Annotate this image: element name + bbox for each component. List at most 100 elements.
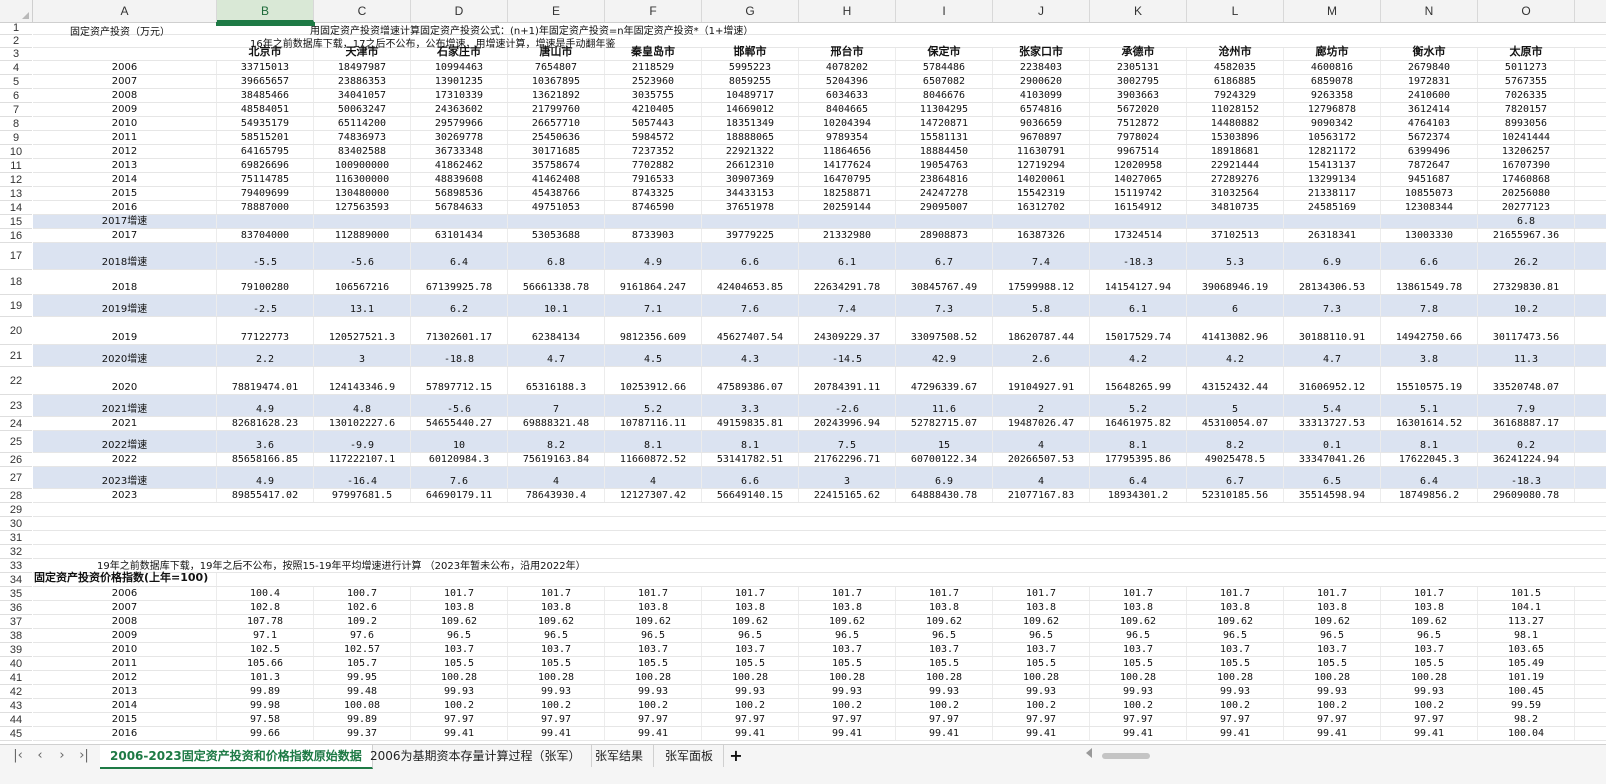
cell-i8[interactable]: 14720871 <box>896 117 993 130</box>
column-header-d[interactable]: D <box>411 0 508 22</box>
column-header-o[interactable]: O <box>1478 0 1575 22</box>
cell-l14[interactable]: 34810735 <box>1187 201 1284 214</box>
cell-m19[interactable]: 7.3 <box>1284 295 1381 316</box>
cell-k44[interactable]: 97.97 <box>1090 713 1187 726</box>
row-header-40[interactable]: 40 <box>0 657 32 671</box>
cell-m37[interactable]: 109.62 <box>1284 615 1381 628</box>
cell-h16[interactable]: 21332980 <box>799 229 896 242</box>
cell-g39[interactable]: 103.7 <box>702 643 799 656</box>
cell-k6[interactable]: 3903663 <box>1090 89 1187 102</box>
cell-o40[interactable]: 105.49 <box>1478 657 1575 670</box>
column-header-e[interactable]: E <box>508 0 605 22</box>
cell-n27[interactable]: 6.4 <box>1381 467 1478 488</box>
cell-k42[interactable]: 99.93 <box>1090 685 1187 698</box>
cell-g38[interactable]: 96.5 <box>702 629 799 642</box>
cell-k22[interactable]: 15648265.99 <box>1090 367 1187 394</box>
cell-e15[interactable] <box>508 215 605 228</box>
cell-o4[interactable]: 5011273 <box>1478 61 1575 74</box>
row-header-25[interactable]: 25 <box>0 431 32 453</box>
add-sheet-icon[interactable]: + <box>729 746 743 765</box>
cell-d17[interactable]: 6.4 <box>411 243 508 269</box>
cell-o15[interactable]: 6.8 <box>1478 215 1575 228</box>
cell-i5[interactable]: 6507082 <box>896 75 993 88</box>
cell-m35[interactable]: 101.7 <box>1284 587 1381 600</box>
cell-d3[interactable]: 石家庄市 <box>411 45 508 60</box>
cell-d6[interactable]: 17310339 <box>411 89 508 102</box>
cell-m25[interactable]: 0.1 <box>1284 431 1381 452</box>
cell-e5[interactable]: 10367895 <box>508 75 605 88</box>
cell-n3[interactable]: 衡水市 <box>1381 45 1478 60</box>
cell-f8[interactable]: 5057443 <box>605 117 702 130</box>
cell-a4[interactable]: 2006 <box>33 61 217 74</box>
cell-o5[interactable]: 5767355 <box>1478 75 1575 88</box>
row-header-28[interactable]: 28 <box>0 489 32 503</box>
cell-i12[interactable]: 23864816 <box>896 173 993 186</box>
cell-f10[interactable]: 7237352 <box>605 145 702 158</box>
cell-l26[interactable]: 49025478.5 <box>1187 453 1284 466</box>
cell-e35[interactable]: 101.7 <box>508 587 605 600</box>
cell-c36[interactable]: 102.6 <box>314 601 411 614</box>
cell-e44[interactable]: 97.97 <box>508 713 605 726</box>
column-header-i[interactable]: I <box>896 0 993 22</box>
cell-b11[interactable]: 69826696 <box>217 159 314 172</box>
cell-k26[interactable]: 17795395.86 <box>1090 453 1187 466</box>
cell-h3[interactable]: 邢台市 <box>799 45 896 60</box>
cell-l45[interactable]: 99.41 <box>1187 727 1284 740</box>
cell-i3[interactable]: 保定市 <box>896 45 993 60</box>
cell-i21[interactable]: 42.9 <box>896 345 993 366</box>
row-header-6[interactable]: 6 <box>0 89 32 103</box>
cell-a36[interactable]: 2007 <box>33 601 217 614</box>
cell-j23[interactable]: 2 <box>993 395 1090 416</box>
cell-o16[interactable]: 21655967.36 <box>1478 229 1575 242</box>
cell-b28[interactable]: 89855417.02 <box>217 489 314 502</box>
column-header-c[interactable]: C <box>314 0 411 22</box>
cell-o39[interactable]: 103.65 <box>1478 643 1575 656</box>
cell-e13[interactable]: 45438766 <box>508 187 605 200</box>
cell-k9[interactable]: 7978024 <box>1090 131 1187 144</box>
cell-c27[interactable]: -16.4 <box>314 467 411 488</box>
cell-m28[interactable]: 35514598.94 <box>1284 489 1381 502</box>
row-header-19[interactable]: 19 <box>0 295 32 317</box>
cell-a9[interactable]: 2011 <box>33 131 217 144</box>
cell-k12[interactable]: 14027065 <box>1090 173 1187 186</box>
row-header-42[interactable]: 42 <box>0 685 32 699</box>
cell-d12[interactable]: 48839608 <box>411 173 508 186</box>
cell-e7[interactable]: 21799760 <box>508 103 605 116</box>
cell-i14[interactable]: 29095007 <box>896 201 993 214</box>
cell-j40[interactable]: 105.5 <box>993 657 1090 670</box>
cell-l37[interactable]: 109.62 <box>1187 615 1284 628</box>
cell-b5[interactable]: 39665657 <box>217 75 314 88</box>
cell-g41[interactable]: 100.28 <box>702 671 799 684</box>
cell-m10[interactable]: 12821172 <box>1284 145 1381 158</box>
cell-d44[interactable]: 97.97 <box>411 713 508 726</box>
cell-b39[interactable]: 102.5 <box>217 643 314 656</box>
cell-g5[interactable]: 8059255 <box>702 75 799 88</box>
column-header-a[interactable]: A <box>33 0 217 22</box>
cell-h19[interactable]: 7.4 <box>799 295 896 316</box>
cell-g17[interactable]: 6.6 <box>702 243 799 269</box>
column-header-b[interactable]: B <box>217 0 314 22</box>
cell-e11[interactable]: 35758674 <box>508 159 605 172</box>
cell-c28[interactable]: 97997681.5 <box>314 489 411 502</box>
cell-d10[interactable]: 36733348 <box>411 145 508 158</box>
cell-m44[interactable]: 97.97 <box>1284 713 1381 726</box>
cell-n6[interactable]: 2410600 <box>1381 89 1478 102</box>
cell-c21[interactable]: 3 <box>314 345 411 366</box>
cell-j11[interactable]: 12719294 <box>993 159 1090 172</box>
cell-c17[interactable]: -5.6 <box>314 243 411 269</box>
cell-b37[interactable]: 107.78 <box>217 615 314 628</box>
cell-d35[interactable]: 101.7 <box>411 587 508 600</box>
cell-f38[interactable]: 96.5 <box>605 629 702 642</box>
cell-g26[interactable]: 53141782.51 <box>702 453 799 466</box>
cell-e22[interactable]: 65316188.3 <box>508 367 605 394</box>
cell-l4[interactable]: 4582035 <box>1187 61 1284 74</box>
cell-m22[interactable]: 31606952.12 <box>1284 367 1381 394</box>
cell-a40[interactable]: 2011 <box>33 657 217 670</box>
cell-c42[interactable]: 99.48 <box>314 685 411 698</box>
cell-k11[interactable]: 12020958 <box>1090 159 1187 172</box>
cell-i25[interactable]: 15 <box>896 431 993 452</box>
cell-l28[interactable]: 52310185.56 <box>1187 489 1284 502</box>
cell-l25[interactable]: 8.2 <box>1187 431 1284 452</box>
cell-o7[interactable]: 7820157 <box>1478 103 1575 116</box>
